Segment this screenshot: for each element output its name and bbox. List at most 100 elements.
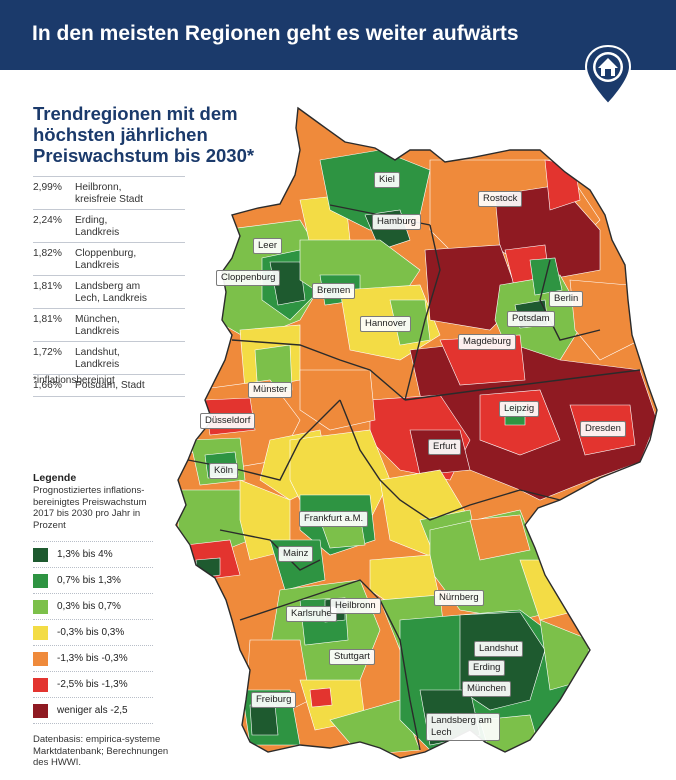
ranking-percent: 2,24% (33, 215, 62, 226)
ranking-percent: 2,99% (33, 182, 62, 193)
city-label-karlsruhe: Karlsruhe (286, 606, 337, 622)
ranking-region-line: München, (75, 314, 120, 325)
legend-label: 0,3% bis 0,7% (57, 601, 121, 612)
ranking-region-line: Landkreis (75, 259, 120, 271)
city-label-duesseldorf: Düsseldorf (200, 413, 256, 429)
source-line: Datenbasis: empirica-systeme (33, 734, 161, 745)
ranking-percent: 1,81% (33, 314, 62, 325)
city-label-landsberg: Landsberg am Lech (426, 713, 500, 741)
city-label-stuttgart: Stuttgart (329, 649, 375, 665)
ranking-region: Heilbronn, kreisfreie Stadt (75, 182, 185, 205)
legend-item: 0,3% bis 0,7% (33, 594, 153, 620)
footnote: *inflationsbereinigt (33, 375, 115, 386)
panel-title-line: Trendregionen mit dem (33, 103, 238, 124)
ranking-region-line: Erding, (75, 215, 108, 226)
legend-item: 1,3% bis 4% (33, 541, 153, 568)
legend-item: 0,7% bis 1,3% (33, 568, 153, 594)
panel-title-line: Preiswachstum bis 2030* (33, 145, 255, 166)
ranking-region: Landsberg am Lech, Landkreis (75, 281, 185, 304)
ranking-percent: 1,72% (33, 347, 62, 358)
legend: Legende Prognostiziertes inflations- ber… (33, 472, 153, 724)
ranking-percent: 1,81% (33, 281, 62, 292)
ranking-percent: 1,82% (33, 248, 62, 259)
map-region (309, 687, 333, 708)
city-label-berlin: Berlin (549, 291, 584, 307)
legend-item: -0,3% bis 0,3% (33, 620, 153, 646)
city-label-leipzig: Leipzig (499, 401, 540, 417)
legend-item: -2,5% bis -1,3% (33, 672, 153, 698)
legend-label: 0,7% bis 1,3% (57, 575, 121, 586)
legend-subtitle-line: 2017 bis 2030 pro Jahr in (33, 508, 141, 519)
ranking-region-line: Landsberg am (75, 281, 141, 292)
map-region (569, 279, 641, 361)
city-label-landshut: Landshut (474, 641, 524, 657)
legend-swatch (33, 599, 48, 614)
ranking-region: Potsdam, Stadt (75, 380, 185, 392)
legend-item: -1,3% bis -0,3% (33, 646, 153, 672)
ranking-row: 2,99% Heilbronn, kreisfreie Stadt (33, 176, 185, 210)
ranking-region-line: Landkreis (75, 358, 120, 370)
ranking-region-line: Lech, Landkreis (75, 292, 147, 304)
ranking-row: 1,81% München, Landkreis (33, 309, 185, 342)
ranking-row: 1,66% Potsdam, Stadt (33, 375, 185, 397)
city-label-erding: Erding (468, 660, 506, 676)
city-label-magdeburg: Magdeburg (458, 334, 517, 350)
ranking-region: Erding, Landkreis (75, 215, 185, 238)
legend-label: -1,3% bis -0,3% (57, 653, 128, 664)
ranking-region-line: kreisfreie Stadt (75, 193, 143, 205)
ranking-region: München, Landkreis (75, 314, 185, 337)
map-region (299, 369, 376, 431)
source-note: Datenbasis: empirica-systeme Marktdatenb… (33, 734, 183, 769)
ranking-table: 2,99% Heilbronn, kreisfreie Stadt 2,24% … (33, 176, 185, 397)
city-label-erfurt: Erfurt (428, 439, 462, 455)
ranking-row: 1,72% Landshut, Landkreis (33, 342, 185, 375)
source-line: Marktdatenbank; Berechnungen (33, 745, 169, 757)
ranking-region: Landshut, Landkreis (75, 347, 185, 370)
legend-swatch (33, 573, 48, 588)
legend-swatch (33, 625, 48, 640)
legend-label: weniger als -2,5 (57, 705, 128, 716)
house-pin-icon (584, 44, 632, 106)
legend-item: weniger als -2,5 (33, 698, 153, 724)
city-label-frankfurt: Frankfurt a.M. (299, 511, 369, 527)
legend-subtitle-line: Prozent (33, 519, 66, 531)
ranking-row: 2,24% Erding, Landkreis (33, 210, 185, 243)
ranking-region-line: Potsdam, Stadt (75, 380, 145, 391)
legend-label: 1,3% bis 4% (57, 549, 113, 560)
ranking-region-line: Landkreis (75, 325, 120, 337)
city-label-muenster: Münster (248, 382, 293, 398)
city-label-rostock: Rostock (478, 191, 523, 207)
city-label-cloppenburg: Cloppenburg (216, 270, 281, 286)
legend-list: 1,3% bis 4% 0,7% bis 1,3% 0,3% bis 0,7% … (33, 541, 153, 724)
ranking-region-line: Cloppenburg, (75, 248, 137, 259)
legend-subtitle-line: Prognostiziertes inflations- (33, 485, 145, 496)
city-label-dresden: Dresden (580, 421, 626, 437)
city-label-potsdam: Potsdam (507, 311, 555, 327)
legend-swatch (33, 651, 48, 666)
ranking-row: 1,82% Cloppenburg, Landkreis (33, 243, 185, 276)
city-label-hannover: Hannover (360, 316, 412, 332)
city-label-nuernberg: Nürnberg (434, 590, 484, 606)
map-regions (176, 108, 657, 758)
ranking-region-line: Landshut, (75, 347, 120, 358)
city-label-kiel: Kiel (374, 172, 400, 188)
header-bar: In den meisten Regionen geht es weiter a… (0, 0, 676, 70)
map-region (249, 704, 279, 736)
germany-map (175, 106, 658, 759)
city-label-hamburg: Hamburg (372, 214, 422, 230)
legend-title: Legende (33, 472, 77, 484)
city-label-mainz: Mainz (278, 546, 314, 562)
header-title: In den meisten Regionen geht es weiter a… (32, 22, 519, 45)
source-line: des HWWI. (33, 757, 82, 768)
legend-subtitle-line: bereinigtes Preiswachstum (33, 496, 147, 508)
city-label-muenchen: München (462, 681, 512, 697)
legend-label: -2,5% bis -1,3% (57, 679, 128, 690)
ranking-region-line: Landkreis (75, 226, 120, 238)
ranking-row: 1,81% Landsberg am Lech, Landkreis (33, 276, 185, 309)
legend-swatch (33, 677, 48, 692)
legend-label: -0,3% bis 0,3% (57, 627, 125, 638)
ranking-percent: 1,66% (33, 380, 62, 391)
city-label-bremen: Bremen (312, 283, 356, 299)
legend-subtitle: Prognostiziertes inflations- bereinigtes… (33, 485, 153, 531)
city-label-leer: Leer (253, 238, 283, 254)
